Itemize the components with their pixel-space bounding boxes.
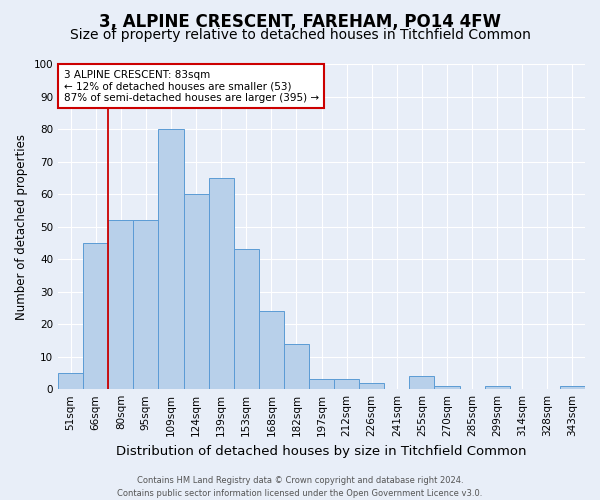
Bar: [259, 311, 284, 389]
Text: 3 ALPINE CRESCENT: 83sqm
← 12% of detached houses are smaller (53)
87% of semi-d: 3 ALPINE CRESCENT: 83sqm ← 12% of detach…: [64, 70, 319, 103]
Bar: [485, 386, 510, 389]
Bar: [184, 194, 209, 389]
Text: Size of property relative to detached houses in Titchfield Common: Size of property relative to detached ho…: [70, 28, 530, 42]
Y-axis label: Number of detached properties: Number of detached properties: [15, 134, 28, 320]
Bar: [58, 373, 83, 389]
Bar: [158, 129, 184, 389]
Bar: [409, 376, 434, 389]
Bar: [309, 380, 334, 389]
Bar: [560, 386, 585, 389]
Bar: [83, 243, 108, 389]
Bar: [334, 380, 359, 389]
Bar: [434, 386, 460, 389]
Text: 3, ALPINE CRESCENT, FAREHAM, PO14 4FW: 3, ALPINE CRESCENT, FAREHAM, PO14 4FW: [99, 12, 501, 30]
Bar: [108, 220, 133, 389]
X-axis label: Distribution of detached houses by size in Titchfield Common: Distribution of detached houses by size …: [116, 444, 527, 458]
Bar: [209, 178, 233, 389]
Bar: [359, 382, 384, 389]
Bar: [233, 250, 259, 389]
Text: Contains HM Land Registry data © Crown copyright and database right 2024.
Contai: Contains HM Land Registry data © Crown c…: [118, 476, 482, 498]
Bar: [284, 344, 309, 389]
Bar: [133, 220, 158, 389]
